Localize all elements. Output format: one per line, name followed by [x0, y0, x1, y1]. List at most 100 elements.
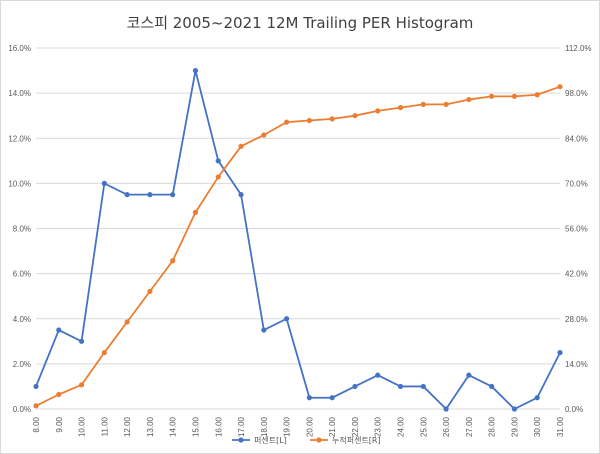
- x-tick-label: 9.00: [55, 416, 64, 432]
- right-tick-label: 98.0%: [565, 89, 588, 98]
- data-point-1: [352, 383, 358, 390]
- data-point-2: [489, 93, 495, 99]
- data-point-1: [489, 383, 495, 390]
- left-tick-label: 6.0%: [13, 270, 31, 279]
- x-tick-label: 8.00: [32, 416, 41, 432]
- legend-marker-1: [238, 437, 244, 443]
- series-layer: [33, 67, 563, 412]
- x-tick-label: 20.00: [305, 416, 314, 437]
- x-tick-label: 16.00: [214, 416, 223, 437]
- data-point-2: [557, 84, 563, 90]
- data-point-2: [124, 319, 130, 325]
- data-point-1: [33, 383, 39, 390]
- left-tick-label: 2.0%: [13, 360, 31, 369]
- data-point-1: [375, 372, 381, 378]
- data-point-1: [420, 383, 426, 390]
- right-axis: 0.0% 14.0% 28.0% 42.0% 56.0% 70.0% 84.0% 98.0% 1…: [565, 44, 592, 414]
- x-axis: 8.00 9.00 10.00 11.00 12.00 13.00 14.00 15.00 16…: [32, 416, 565, 437]
- left-tick-label: 10.0%: [8, 179, 31, 188]
- data-point-1: [215, 158, 221, 164]
- legend: 퍼센트[L] 누적퍼센트[R]: [232, 435, 381, 445]
- data-point-1: [466, 372, 472, 378]
- data-point-1: [261, 327, 267, 333]
- data-point-2: [466, 96, 472, 103]
- x-tick-label: 17.00: [237, 416, 246, 437]
- left-tick-label: 0.0%: [13, 405, 31, 414]
- data-point-1: [147, 192, 153, 198]
- left-tick-label: 12.0%: [8, 134, 31, 143]
- data-point-1: [534, 395, 540, 401]
- x-tick-label: 23.00: [374, 416, 383, 437]
- data-point-1: [284, 316, 290, 322]
- right-tick-label: 14.0%: [565, 360, 588, 369]
- x-tick-label: 15.00: [191, 416, 200, 437]
- chart-title: 코스피 2005~2021 12M Trailing PER Histogram: [126, 14, 474, 32]
- x-tick-label: 10.00: [78, 416, 87, 437]
- data-point-2: [101, 349, 107, 356]
- x-tick-label: 11.00: [100, 416, 109, 436]
- data-point-2: [192, 209, 199, 215]
- grid-layer: [36, 47, 560, 410]
- right-tick-label: 112.0%: [565, 44, 592, 53]
- left-axis: 0.0% 2.0% 4.0% 6.0% 8.0% 10.0% 12.0% 14.0% 16.0%: [8, 44, 31, 414]
- data-point-1: [306, 395, 312, 401]
- right-tick-label: 42.0%: [565, 270, 588, 279]
- data-point-2: [306, 117, 312, 124]
- data-point-2: [33, 403, 39, 409]
- x-tick-label: 21.00: [328, 416, 337, 437]
- series-line-2: [35, 85, 561, 407]
- x-tick-label: 30.00: [533, 416, 542, 437]
- data-point-1: [78, 338, 85, 344]
- right-tick-label: 28.0%: [565, 315, 588, 324]
- data-point-2: [352, 113, 358, 119]
- x-tick-label: 12.00: [123, 416, 132, 437]
- data-point-2: [534, 92, 540, 98]
- data-point-1: [443, 406, 449, 412]
- data-point-2: [170, 258, 176, 264]
- right-tick-label: 84.0%: [565, 134, 588, 143]
- right-tick-label: 56.0%: [565, 225, 588, 234]
- data-point-1: [101, 180, 107, 186]
- data-point-1: [329, 395, 335, 401]
- data-point-2: [375, 108, 381, 114]
- x-tick-label: 27.00: [465, 416, 474, 437]
- data-point-2: [56, 391, 62, 398]
- data-point-2: [215, 174, 221, 180]
- x-tick-label: 26.00: [442, 416, 451, 437]
- data-point-1: [192, 67, 199, 74]
- x-tick-label: 18.00: [260, 416, 269, 437]
- left-tick-label: 16.0%: [8, 44, 31, 53]
- data-point-2: [284, 119, 290, 125]
- right-tick-label: 0.0%: [565, 405, 583, 414]
- x-tick-label: 29.00: [510, 416, 519, 437]
- series-line-1: [35, 69, 561, 410]
- data-point-1: [511, 406, 518, 412]
- x-tick-label: 28.00: [488, 416, 497, 437]
- data-point-1: [557, 349, 563, 356]
- data-point-2: [420, 101, 426, 108]
- x-tick-label: 25.00: [419, 416, 428, 437]
- data-point-1: [397, 383, 404, 390]
- left-tick-label: 8.0%: [13, 225, 31, 234]
- data-point-2: [511, 93, 518, 99]
- x-tick-label: 19.00: [283, 416, 292, 437]
- x-tick-label: 14.00: [169, 416, 178, 437]
- data-point-2: [329, 116, 335, 122]
- x-tick-label: 13.00: [146, 416, 155, 437]
- data-point-2: [238, 143, 244, 149]
- left-tick-label: 14.0%: [8, 89, 31, 98]
- data-point-1: [238, 192, 244, 198]
- legend-label-2: 누적퍼센트[R]: [332, 435, 381, 445]
- data-point-1: [124, 192, 130, 198]
- data-point-2: [147, 288, 153, 294]
- left-tick-label: 4.0%: [13, 315, 31, 324]
- data-point-2: [397, 105, 404, 111]
- x-tick-label: 22.00: [351, 416, 360, 437]
- data-point-2: [443, 101, 449, 108]
- data-point-1: [170, 192, 176, 198]
- data-point-2: [261, 132, 267, 138]
- legend-label-1: 퍼센트[L]: [254, 435, 287, 445]
- right-tick-label: 70.0%: [565, 179, 588, 188]
